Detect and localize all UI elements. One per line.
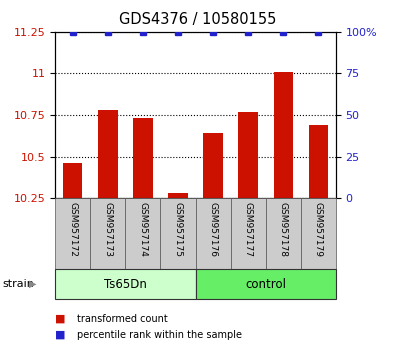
Bar <box>126 198 160 269</box>
Text: strain: strain <box>2 279 34 289</box>
Bar <box>160 198 196 269</box>
Text: ■: ■ <box>55 330 66 339</box>
Bar <box>63 163 83 198</box>
Text: GSM957174: GSM957174 <box>138 202 147 257</box>
Text: GSM957173: GSM957173 <box>103 202 113 257</box>
Bar <box>265 198 301 269</box>
Text: ■: ■ <box>55 314 66 324</box>
Bar <box>239 112 258 198</box>
Text: GDS4376 / 10580155: GDS4376 / 10580155 <box>119 12 276 27</box>
Bar <box>168 193 188 198</box>
Bar <box>301 198 336 269</box>
Bar <box>203 133 223 198</box>
Text: GSM957177: GSM957177 <box>244 202 253 257</box>
Text: ▶: ▶ <box>29 279 36 289</box>
Bar <box>196 269 336 299</box>
Text: GSM957178: GSM957178 <box>278 202 288 257</box>
Bar <box>273 72 293 198</box>
Bar <box>308 125 328 198</box>
Text: GSM957175: GSM957175 <box>173 202 182 257</box>
Text: GSM957179: GSM957179 <box>314 202 323 257</box>
Bar <box>90 198 126 269</box>
Text: percentile rank within the sample: percentile rank within the sample <box>77 330 242 339</box>
Text: Ts65Dn: Ts65Dn <box>104 278 147 291</box>
Text: GSM957172: GSM957172 <box>68 202 77 257</box>
Bar <box>133 118 152 198</box>
Bar <box>55 269 196 299</box>
Bar <box>231 198 265 269</box>
Text: GSM957176: GSM957176 <box>209 202 218 257</box>
Text: transformed count: transformed count <box>77 314 168 324</box>
Bar <box>196 198 231 269</box>
Bar <box>98 110 118 198</box>
Bar <box>55 198 90 269</box>
Text: control: control <box>245 278 286 291</box>
